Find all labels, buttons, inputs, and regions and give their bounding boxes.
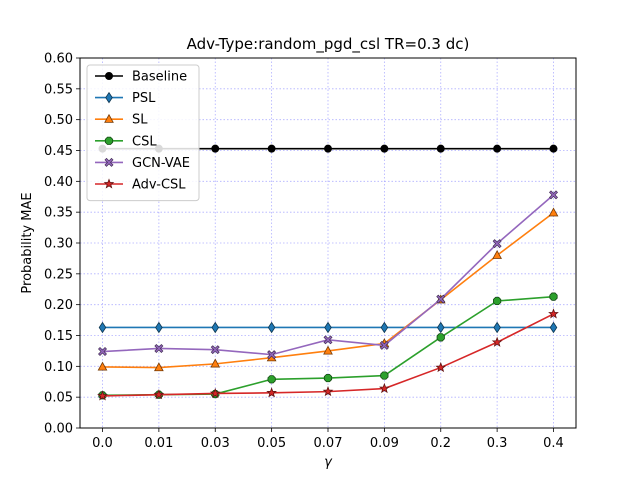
data-point-psl bbox=[436, 321, 445, 334]
data-point-baseline bbox=[380, 144, 389, 153]
y-tick-label: 0.15 bbox=[44, 329, 73, 344]
y-tick-label: 0.60 bbox=[44, 52, 73, 67]
legend-label: Baseline bbox=[132, 70, 187, 85]
legend-item-gcn-vae: GCN-VAE bbox=[95, 156, 190, 171]
data-point-adv-csl bbox=[266, 387, 277, 398]
data-point-sl bbox=[154, 362, 164, 372]
x-tick-label: 0.03 bbox=[201, 436, 230, 451]
data-point-gcn-vae bbox=[379, 340, 389, 350]
data-point-adv-csl bbox=[322, 385, 334, 397]
data-point-adv-csl bbox=[209, 387, 221, 399]
y-tick-label: 0.50 bbox=[44, 113, 73, 128]
data-point-csl bbox=[380, 371, 389, 380]
data-point-adv-csl bbox=[548, 308, 559, 319]
legend-item-csl: CSL bbox=[95, 134, 157, 149]
data-point-baseline bbox=[211, 144, 220, 153]
data-point-sl bbox=[548, 207, 559, 217]
legend-item-sl: SL bbox=[95, 113, 148, 128]
legend-marker bbox=[104, 136, 114, 145]
data-point-psl bbox=[549, 321, 558, 334]
data-point-gcn-vae bbox=[210, 345, 220, 355]
y-tick-label: 0.40 bbox=[44, 175, 73, 190]
data-point-gcn-vae bbox=[549, 190, 558, 200]
legend-item-psl: PSL bbox=[95, 91, 156, 106]
data-point-gcn-vae bbox=[436, 294, 446, 304]
data-point-baseline bbox=[493, 144, 502, 153]
legend: Baseline PSL SL CSL GCN-VAE Adv-CSL bbox=[86, 64, 200, 202]
data-point-gcn-vae bbox=[98, 347, 107, 357]
x-tick-label: 0.2 bbox=[430, 436, 451, 451]
y-tick-label: 0.55 bbox=[44, 82, 73, 97]
data-point-csl bbox=[323, 373, 333, 383]
y-tick-label: 0.35 bbox=[44, 206, 73, 221]
data-point-gcn-vae bbox=[492, 239, 502, 249]
x-tick-label: 0.0 bbox=[92, 436, 113, 451]
legend-frame bbox=[86, 64, 200, 202]
data-point-adv-csl bbox=[379, 382, 390, 394]
data-point-baseline bbox=[267, 144, 276, 153]
legend-marker bbox=[104, 157, 114, 167]
x-tick-label: 0.01 bbox=[144, 436, 173, 451]
data-point-gcn-vae bbox=[267, 350, 277, 360]
data-point-psl bbox=[380, 321, 389, 334]
x-axis-title: γ bbox=[324, 455, 333, 470]
x-tick-label: 0.3 bbox=[487, 436, 508, 451]
data-point-sl bbox=[210, 358, 221, 368]
legend-marker bbox=[105, 91, 113, 104]
legend-marker bbox=[105, 72, 114, 81]
data-point-sl bbox=[97, 361, 108, 371]
legend-label: Adv-CSL bbox=[132, 178, 186, 193]
data-point-adv-csl bbox=[435, 361, 447, 373]
data-point-adv-csl bbox=[491, 336, 503, 347]
data-point-baseline bbox=[549, 144, 558, 153]
data-point-csl bbox=[493, 296, 502, 306]
data-point-gcn-vae bbox=[323, 335, 333, 345]
data-point-csl bbox=[267, 375, 276, 384]
legend-label: SL bbox=[132, 113, 148, 128]
series-psl bbox=[98, 321, 558, 334]
data-point-sl bbox=[492, 249, 502, 259]
data-point-psl bbox=[211, 321, 220, 334]
x-tick-label: 0.05 bbox=[257, 436, 286, 451]
x-tick-label: 0.07 bbox=[314, 436, 343, 451]
series-adv-csl bbox=[97, 308, 559, 401]
data-point-sl bbox=[323, 345, 333, 355]
data-point-csl bbox=[436, 333, 445, 342]
legend-label: CSL bbox=[132, 134, 157, 149]
y-tick-label: 0.10 bbox=[44, 360, 73, 375]
x-tick-label: 0.4 bbox=[543, 436, 564, 451]
data-point-baseline bbox=[436, 144, 445, 153]
legend-item-adv-csl: Adv-CSL bbox=[95, 178, 186, 193]
y-axis: 0.00 0.05 0.10 0.15 0.20 0.25 0.30 0.35 0.40 0.45… bbox=[44, 52, 80, 437]
y-tick-label: 0.00 bbox=[44, 422, 73, 437]
y-tick-label: 0.05 bbox=[44, 391, 73, 406]
legend-marker bbox=[103, 178, 115, 189]
data-point-adv-csl bbox=[97, 390, 108, 401]
x-tick-label: 0.09 bbox=[370, 436, 399, 451]
chart-title: Adv-Type:random_pgd_csl TR=0.3 dc) bbox=[187, 35, 470, 54]
legend-marker bbox=[104, 113, 114, 123]
data-point-adv-csl bbox=[153, 389, 165, 400]
y-tick-label: 0.20 bbox=[44, 298, 73, 313]
data-point-psl bbox=[98, 321, 107, 334]
y-axis-title: Probability MAE bbox=[20, 192, 35, 293]
legend-label: PSL bbox=[132, 91, 156, 106]
series-gcn-vae bbox=[98, 190, 558, 360]
data-point-gcn-vae bbox=[154, 343, 164, 353]
y-tick-label: 0.45 bbox=[44, 144, 73, 159]
data-point-psl bbox=[155, 321, 163, 334]
legend-label: GCN-VAE bbox=[132, 156, 190, 171]
data-point-psl bbox=[267, 321, 276, 334]
y-tick-label: 0.30 bbox=[44, 237, 73, 252]
data-point-baseline bbox=[323, 144, 332, 153]
y-tick-label: 0.25 bbox=[44, 267, 73, 282]
data-point-csl bbox=[549, 292, 558, 301]
legend-item-baseline: Baseline bbox=[95, 70, 187, 85]
data-point-psl bbox=[493, 321, 501, 334]
x-axis: 0.0 0.01 0.03 0.05 0.07 0.09 0.2 0.3 0.4 bbox=[92, 428, 564, 451]
data-point-psl bbox=[324, 321, 332, 334]
